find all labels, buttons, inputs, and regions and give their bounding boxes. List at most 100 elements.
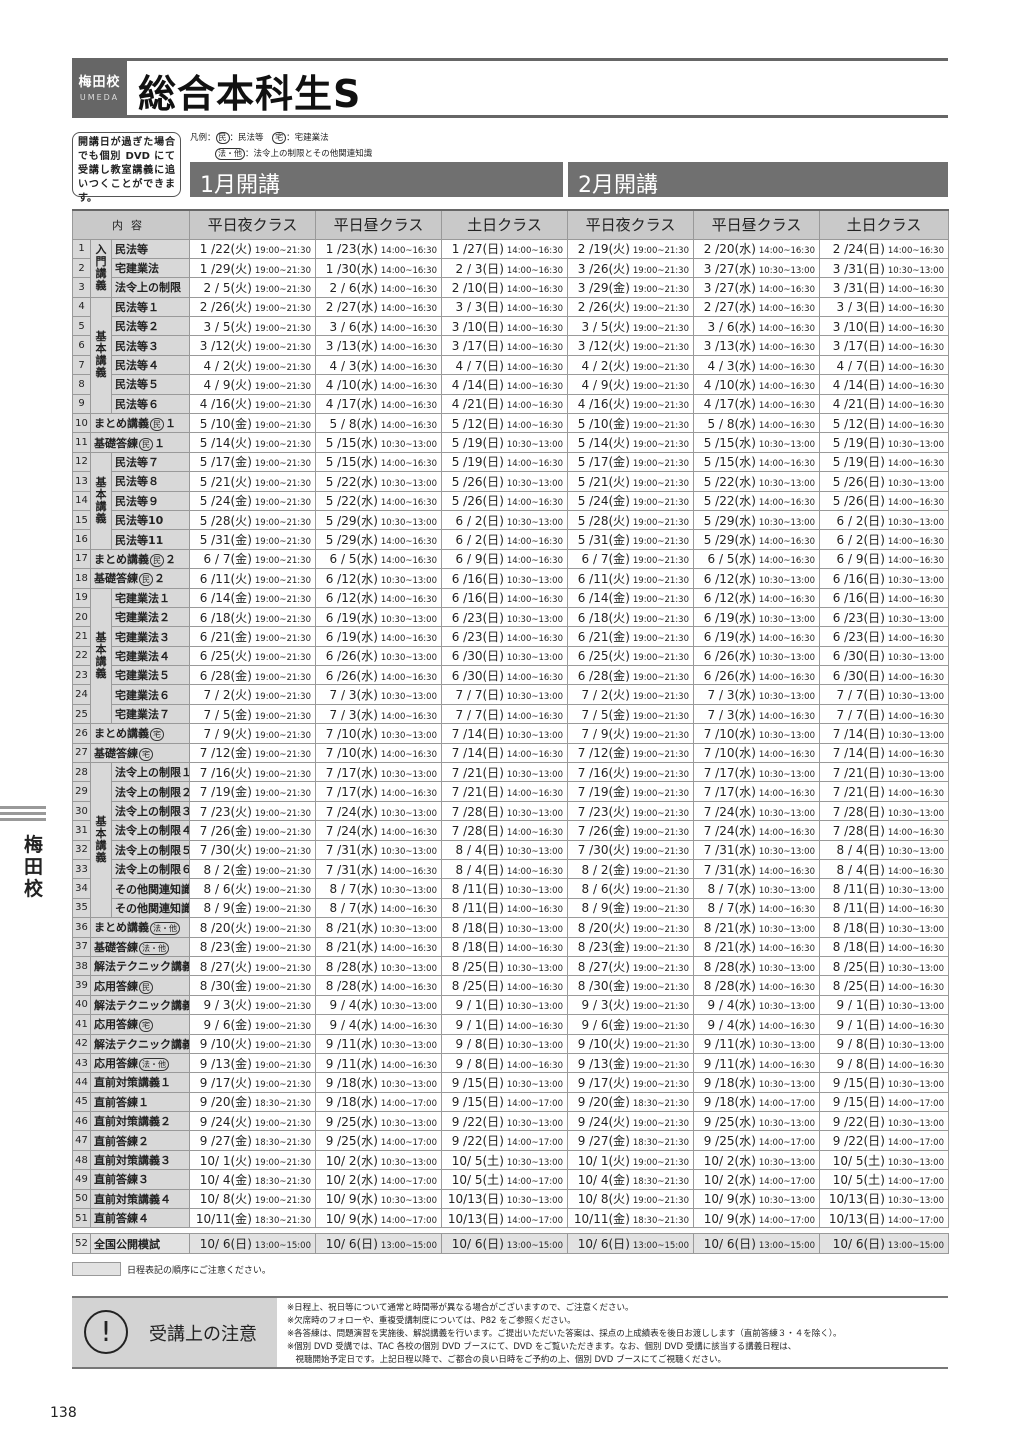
date: 9 /11: [703, 1056, 735, 1071]
paren-open: (: [230, 979, 236, 994]
time: 10:30~13:00: [887, 769, 944, 780]
time: 19:00~21:30: [632, 905, 689, 916]
weekday: 水: [739, 1037, 752, 1052]
row-label-text: 直前答練４: [94, 1212, 149, 1226]
table-row: 2 宅建業法 1 /29(火) 19:00~21:30 1 /30(水) 14:00~16…: [72, 257, 949, 279]
table-row: 20 宅建業法２ 6 /18(火) 19:00~21:30 6 /19(水) 10:30~…: [72, 606, 949, 628]
schedule-cell: 8 /11(日) 14:00~16:30: [819, 897, 949, 919]
paren-open: (: [608, 571, 614, 586]
weekday: 日: [868, 1192, 881, 1207]
paren-close: ): [247, 242, 252, 257]
weekday: 火: [235, 436, 248, 451]
schedule-cell: 9 / 3(火) 19:00~21:30: [567, 994, 694, 1016]
paren-close: ): [880, 785, 885, 800]
time: 14:00~16:30: [887, 672, 944, 683]
row-number: 40: [72, 994, 91, 1016]
group-label: 基本講義: [90, 587, 112, 725]
schedule-cell: 2 /26(火) 19:00~21:30: [567, 296, 694, 318]
schedule-cell: 6 / 2(日) 14:00~16:30: [441, 529, 568, 550]
paren-close: ): [373, 823, 378, 838]
time: 10:30~13:00: [380, 614, 437, 625]
paren-open: (: [230, 959, 236, 974]
time: 10:30~13:00: [380, 478, 437, 489]
date: 5 /14: [199, 436, 231, 451]
paren-close: ): [625, 940, 630, 955]
time: 10:30~13:00: [887, 1118, 944, 1129]
weekday: 水: [361, 998, 374, 1013]
paren-close: ): [247, 959, 252, 974]
paren-close: ): [751, 513, 756, 528]
time: 18:30~21:30: [254, 1215, 311, 1226]
date: 5 /12: [451, 416, 483, 431]
schedule-cell: 9 /10(火) 19:00~21:30: [567, 1033, 694, 1054]
paren-close: ): [499, 339, 504, 354]
date: 7 /31: [325, 862, 357, 877]
schedule-cell: 7 / 2(火) 19:00~21:30: [567, 684, 694, 705]
row-number: 26: [72, 723, 91, 744]
weekday: 火: [613, 242, 626, 257]
schedule-cell: 4 / 2(火) 19:00~21:30: [567, 354, 694, 376]
weekday: 水: [739, 1017, 752, 1032]
schedule-cell: 10/ 9(水) 10:30~13:00: [315, 1188, 442, 1210]
row-label: 解法テクニック講義宅: [90, 994, 190, 1016]
paren-open: (: [356, 455, 362, 470]
time: 19:00~21:30: [254, 827, 311, 838]
paren-close: ): [499, 920, 504, 935]
weekday: 金: [235, 707, 248, 722]
weekday: 水: [361, 785, 374, 800]
time: 19:00~21:30: [254, 983, 311, 994]
paren-open: (: [734, 319, 740, 334]
schedule-cell: 6 /25(火) 19:00~21:30: [567, 645, 694, 667]
paren-open: (: [863, 688, 869, 703]
paren-open: (: [356, 862, 362, 877]
weekday: 水: [361, 280, 374, 295]
row-label: 民法等２: [111, 316, 190, 337]
paren-open: (: [230, 358, 236, 373]
time: 14:00~16:30: [380, 595, 437, 606]
row-number: 29: [72, 781, 91, 802]
time: 19:00~21:30: [632, 1021, 689, 1032]
paren-open: (: [482, 940, 488, 955]
row-label-text: まとめ講義: [94, 921, 149, 935]
weekday: 火: [235, 1153, 248, 1168]
schedule-cell: 9 /22(日) 14:00~17:00: [441, 1130, 568, 1151]
paren-close: ): [751, 474, 756, 489]
paren-open: (: [230, 455, 236, 470]
paren-open: (: [482, 300, 488, 315]
paren-open: (: [734, 242, 740, 257]
time: 19:00~21:30: [632, 343, 689, 354]
table-row: 9 民法等６ 4 /16(火) 19:00~21:30 4 /17(水) 14:00~16…: [72, 393, 949, 415]
paren-open: (: [482, 862, 488, 877]
month-bar-january: 1月開講: [190, 162, 563, 198]
schedule-cell: 9 /25(水) 10:30~13:00: [693, 1111, 820, 1132]
weekday: 日: [868, 862, 881, 877]
time: 19:00~21:30: [254, 381, 311, 392]
paren-close: ): [625, 804, 630, 819]
time: 18:30~21:30: [632, 1176, 689, 1187]
paren-close: ): [880, 1237, 885, 1252]
time: 14:00~16:30: [380, 750, 437, 761]
row-label-suffix: ２: [154, 572, 165, 586]
weekday: 日: [868, 746, 881, 761]
paren-close: ): [751, 668, 756, 683]
time: 19:00~21:30: [254, 517, 311, 528]
time: 13:00~15:00: [632, 1241, 689, 1252]
paren-open: (: [356, 591, 362, 606]
paren-open: (: [734, 1114, 740, 1129]
time: 14:00~16:30: [506, 362, 563, 373]
table-row: 16 民法等11 5 /31(金) 19:00~21:30 5 /29(水) 14:00~…: [72, 529, 949, 550]
time: 14:00~16:30: [887, 556, 944, 567]
date: 8 /23: [199, 940, 231, 955]
time: 14:00~16:30: [506, 595, 563, 606]
weekday: 日: [487, 1075, 500, 1090]
paren-open: (: [863, 1237, 869, 1252]
paren-open: (: [863, 785, 869, 800]
paren-open: (: [482, 591, 488, 606]
schedule-cell: 9 /25(水) 10:30~13:00: [315, 1111, 442, 1132]
weekday: 火: [613, 1037, 626, 1052]
table-row: 5 民法等２ 3 / 5(火) 19:00~21:30 3 / 6(水) 14:00~16…: [72, 316, 949, 337]
weekday: 日: [487, 688, 500, 703]
weekday: 水: [361, 843, 374, 858]
schedule-cell: 5 /26(日) 10:30~13:00: [441, 471, 568, 492]
time: 10:30~13:00: [758, 730, 815, 741]
